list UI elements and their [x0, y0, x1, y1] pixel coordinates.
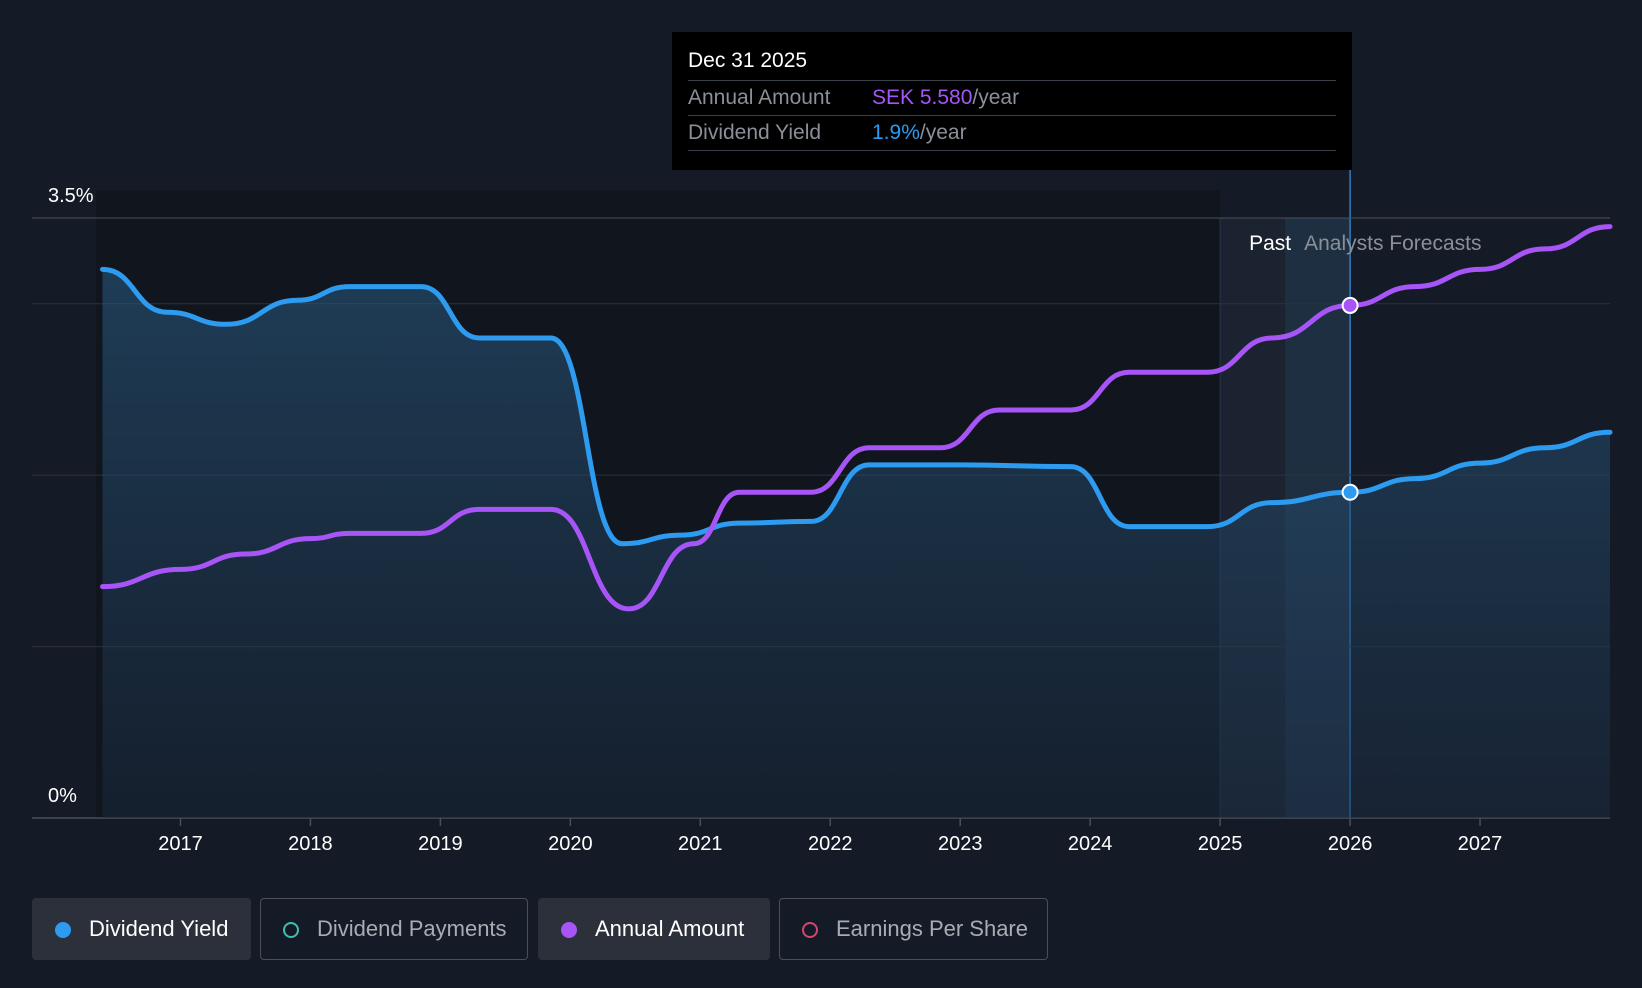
tooltip-suffix: /year: [919, 121, 967, 144]
forecast-region-label: Analysts Forecasts: [1304, 232, 1481, 255]
x-tick-label: 2019: [418, 833, 463, 855]
highlight-point-annual-amount: [1341, 296, 1359, 314]
legend-label: Earnings Per Share: [836, 916, 1028, 941]
tooltip-value: 1.9%: [872, 121, 920, 144]
tooltip-row-dividend-yield: Dividend Yield 1.9%/year: [688, 116, 1336, 151]
x-tick-label: 2020: [548, 833, 593, 855]
legend-label: Dividend Payments: [317, 916, 507, 941]
x-tick-label: 2018: [288, 833, 333, 855]
legend-label: Annual Amount: [595, 916, 745, 941]
hollow-circle-icon: [283, 922, 299, 938]
x-tick-label: 2017: [158, 833, 203, 855]
series-line-annual-amount: [100, 224, 1613, 612]
past-region-label: Past: [1249, 232, 1291, 255]
hollow-circle-icon: [802, 922, 818, 938]
y-tick-label: 3.5%: [48, 185, 94, 207]
legend-item-earnings-per-share[interactable]: Earnings Per Share: [779, 898, 1048, 960]
tooltip-date: Dec 31 2025: [688, 46, 1336, 81]
x-tick-label: 2026: [1328, 833, 1373, 855]
x-tick-label: 2027: [1458, 833, 1503, 855]
tooltip-suffix: /year: [972, 86, 1020, 109]
x-tick-label: 2021: [678, 833, 723, 855]
y-tick-label: 0%: [48, 785, 77, 807]
filled-circle-icon: [561, 922, 577, 938]
highlight-point-dividend-yield: [1341, 483, 1359, 501]
tooltip-label: Annual Amount: [688, 86, 831, 109]
x-tick-label: 2022: [808, 833, 853, 855]
tooltip-label: Dividend Yield: [688, 121, 822, 144]
tooltip-value: SEK 5.580: [872, 86, 973, 109]
x-tick-label: 2025: [1198, 833, 1243, 855]
x-tick-label: 2024: [1068, 833, 1113, 855]
tooltip-row-annual-amount: Annual Amount SEK 5.580/year: [688, 81, 1336, 116]
legend-item-dividend-payments[interactable]: Dividend Payments: [260, 898, 528, 960]
filled-circle-icon: [55, 922, 71, 938]
x-tick-label: 2023: [938, 833, 983, 855]
legend-item-annual-amount[interactable]: Annual Amount: [538, 898, 770, 960]
legend-item-dividend-yield[interactable]: Dividend Yield: [32, 898, 251, 960]
tooltip: Dec 31 2025 Annual Amount SEK 5.580/year …: [672, 32, 1352, 170]
legend-label: Dividend Yield: [89, 916, 229, 941]
series-area-dividend-yield: [102, 269, 1610, 818]
